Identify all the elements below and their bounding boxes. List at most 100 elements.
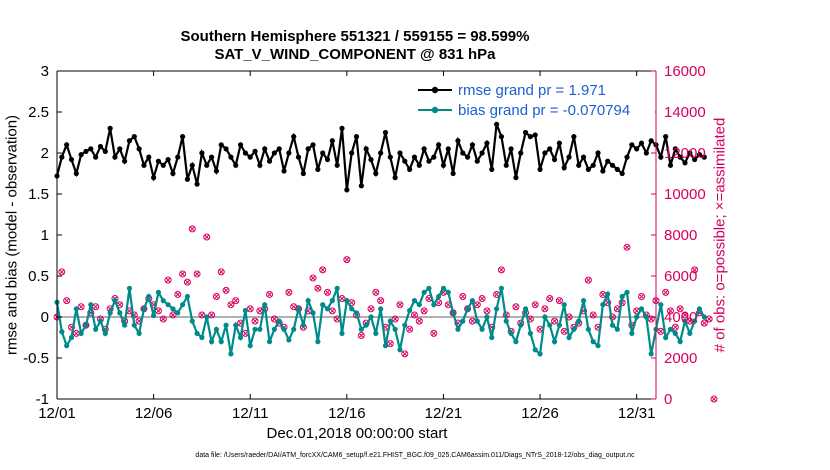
bias-point <box>291 326 297 332</box>
rmse-point <box>93 154 99 160</box>
rmse-point <box>88 146 94 152</box>
bias-point <box>513 339 519 345</box>
obs-marker <box>420 307 428 315</box>
rmse-point <box>696 152 703 158</box>
obs-marker <box>623 243 631 251</box>
rmse-point <box>59 154 65 160</box>
rmse-point <box>561 165 567 171</box>
obs-marker <box>222 286 230 294</box>
bias-point <box>450 310 456 316</box>
obs-marker <box>343 256 351 264</box>
rmse-point <box>208 154 215 160</box>
obs-marker <box>174 290 182 298</box>
obs-marker <box>188 225 196 233</box>
rmse-point <box>566 154 572 160</box>
rmse-point <box>353 134 360 140</box>
bias-point <box>407 307 413 314</box>
rmse-point <box>271 150 277 156</box>
bias-line <box>55 286 706 357</box>
y-left-tick-label: -0.5 <box>23 350 49 367</box>
bias-point <box>469 298 476 304</box>
rmse-point <box>252 148 258 154</box>
obs-marker <box>691 266 699 274</box>
rmse-point <box>677 154 683 160</box>
y-left-tick-label: 2.5 <box>28 104 49 121</box>
obs-marker <box>164 276 172 284</box>
bias-point <box>658 302 664 308</box>
bias-point <box>349 306 355 312</box>
bias-point <box>107 310 113 316</box>
rmse-point <box>276 146 282 152</box>
bias-point <box>382 343 389 349</box>
rmse-point <box>320 150 326 156</box>
rmse-point <box>585 166 591 172</box>
rmse-point <box>184 176 191 182</box>
rmse-point <box>542 150 548 156</box>
rmse-point <box>479 150 485 156</box>
rmse-point <box>179 134 186 140</box>
rmse-point <box>416 162 422 168</box>
rmse-point <box>493 121 500 127</box>
obs-marker <box>483 307 491 315</box>
bias-point <box>421 289 427 295</box>
rmse-point <box>286 150 292 156</box>
bias-point <box>692 318 698 324</box>
obs-marker <box>638 293 646 300</box>
rmse-point <box>460 150 466 156</box>
rmse-point <box>605 158 611 164</box>
bias-point <box>585 326 591 332</box>
bias-point <box>315 339 321 345</box>
rmse-point <box>624 154 630 160</box>
obs-marker <box>468 317 476 325</box>
rmse-point <box>672 146 678 152</box>
bias-point <box>83 322 89 328</box>
rmse-point <box>469 142 476 148</box>
obs-marker <box>459 293 467 300</box>
bias-point <box>551 339 558 345</box>
rmse-point <box>233 162 239 168</box>
rmse-point <box>431 154 437 160</box>
bias-point <box>609 322 616 328</box>
rmse-point <box>146 154 152 160</box>
bias-point <box>667 326 674 332</box>
bias-point <box>78 330 84 336</box>
bias-point <box>131 322 137 328</box>
rmse-point <box>663 134 669 140</box>
rmse-point <box>629 142 635 148</box>
rmse-point <box>411 154 418 160</box>
rmse-point <box>532 132 538 138</box>
bias-point <box>638 306 645 312</box>
bias-point <box>484 314 490 320</box>
bias-point <box>542 314 548 320</box>
rmse-point <box>576 162 582 168</box>
bias-point <box>112 298 118 304</box>
bias-point <box>233 322 239 328</box>
bias-point <box>68 334 75 341</box>
x-tick-label: 12/21 <box>425 405 463 422</box>
bias-point <box>262 302 268 308</box>
rmse-point <box>242 150 248 156</box>
y-right-tick-label: 4000 <box>664 309 697 326</box>
bias-point <box>701 314 707 320</box>
obs-marker <box>497 266 505 274</box>
bias-point <box>160 298 166 304</box>
obs-marker <box>193 270 201 278</box>
rmse-point <box>547 146 553 152</box>
bias-point <box>179 302 186 308</box>
rmse-point <box>358 183 364 189</box>
bias-point <box>619 293 625 300</box>
rmse-point <box>368 156 374 163</box>
rmse-point <box>667 162 674 168</box>
bias-point <box>228 351 234 357</box>
obs-marker <box>208 311 216 319</box>
bias-point <box>194 330 200 336</box>
obs-marker <box>589 311 597 319</box>
rmse-point <box>295 154 302 160</box>
rmse-point <box>436 142 442 148</box>
chart-title-line-1: Southern Hemisphere 551321 / 559155 = 98… <box>180 28 530 45</box>
rmse-point <box>658 154 664 160</box>
y-left-tick-label: 0 <box>41 309 49 326</box>
bias-point <box>522 306 529 312</box>
rmse-point <box>213 168 220 174</box>
rmse-point <box>329 138 335 144</box>
